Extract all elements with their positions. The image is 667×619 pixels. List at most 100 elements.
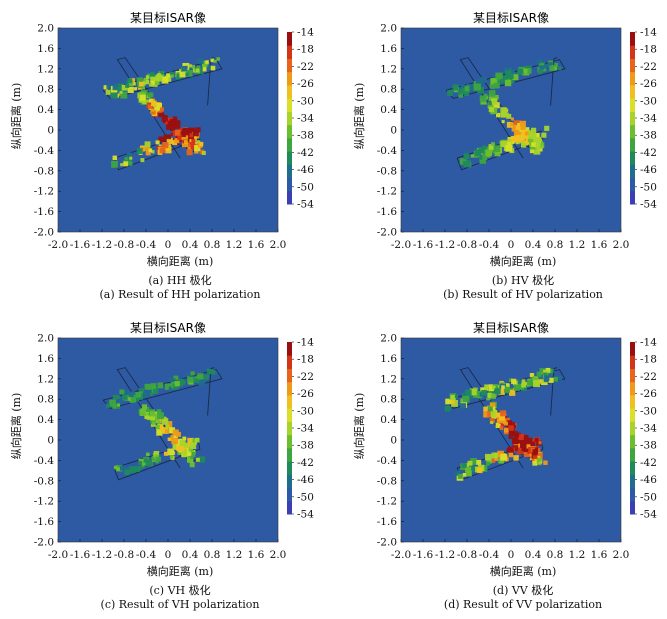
isar-panel-0: 某目标ISAR像2.01.61.20.80.40-0.4-0.8-1.2-1.6… [9,11,314,301]
return-cell [116,467,120,471]
colorbar-tick-label: -30 [640,95,657,107]
return-cell [520,434,524,438]
return-cell [202,67,207,72]
return-cell [462,160,468,166]
return-cell [190,371,195,376]
return-cell [513,425,517,429]
return-cell [119,389,125,395]
return-cell [174,380,180,387]
x-tick-label: 1.6 [248,239,265,251]
y-tick-label: 0 [390,435,397,447]
return-cell [128,391,134,398]
return-cell [485,453,492,461]
return-cell [138,388,145,394]
y-tick-label: 1.2 [37,63,54,75]
return-cell [198,456,206,463]
return-cell [171,437,178,445]
colorbar-tick-label: -42 [640,457,657,469]
return-cell [460,403,466,409]
return-cell [521,140,526,145]
colorbar-segment [630,177,635,192]
return-cell [164,383,172,390]
return-cell [473,83,481,91]
return-cell [127,86,134,93]
return-cell [543,375,550,382]
return-cell [525,437,533,445]
x-tick-label: -1.2 [435,549,455,561]
return-cell [539,368,546,375]
return-cell [155,74,163,82]
return-cell [105,89,111,95]
return-cell [535,142,541,148]
return-cell [532,375,539,382]
plot-frame [57,27,279,233]
return-cell [536,371,542,377]
return-cell [521,382,527,388]
plot-frame [400,337,622,543]
return-cell [493,145,501,152]
return-cell [534,437,539,442]
return-cell [544,125,550,131]
y-tick-label: -1.6 [34,206,55,218]
colorbar-tick-label: -22 [640,371,657,383]
return-cell [138,81,144,87]
return-cell [179,71,186,78]
return-cell [490,393,496,399]
y-tick-label: 0.4 [37,104,54,116]
return-cell [487,102,494,109]
return-cell [533,147,541,155]
return-cell [529,452,534,457]
return-cell [470,154,475,158]
return-cell [154,106,159,112]
return-cell [470,458,477,465]
return-cell [147,388,153,394]
colorbar-segment [287,71,292,86]
colorbar-tick-label: -22 [297,61,314,73]
return-cell [444,405,451,412]
return-cell [137,77,142,82]
return-cell [469,466,476,472]
return-cell [156,456,161,462]
return-cell [454,470,461,476]
x-tick-label: -0.4 [479,549,500,561]
return-cell [452,84,459,91]
colorbar-segment [287,190,292,205]
return-cell [155,459,159,464]
isar-panel-1: 某目标ISAR像2.01.61.20.80.40-0.4-0.8-1.2-1.6… [352,11,657,301]
return-cell [158,136,164,143]
return-cell [176,72,180,76]
y-tick-label: -1.6 [377,516,398,528]
return-cell [458,93,464,98]
y-tick-label: -2.0 [377,227,397,239]
return-cell [534,136,542,144]
colorbar-tick-label: -14 [640,27,657,39]
return-cell [496,77,501,81]
return-cell [178,378,185,385]
x-tick-label: 0 [165,549,172,561]
return-cell [524,381,529,387]
y-tick-label: -2.0 [377,537,397,549]
return-cell [159,107,165,112]
return-cell [103,85,108,90]
caption-en: (b) Result of HV polarization [443,288,603,301]
return-cell [194,144,201,152]
return-cell [121,84,128,91]
return-cell [172,116,178,121]
return-cell [532,460,538,466]
colorbar-tick-label: -46 [297,164,314,176]
y-tick-label: 2.0 [37,23,54,35]
return-cell [168,377,174,382]
colorbar-tick-label: -38 [640,130,657,142]
y-tick-label: 1.6 [380,353,397,365]
return-cell [491,452,498,459]
return-cell [481,389,487,396]
return-cell [144,458,148,463]
return-cell [169,71,175,78]
return-cell [155,140,160,145]
colorbar-segment [287,98,292,112]
return-cell [196,140,201,144]
return-cell [505,70,512,77]
return-cell [487,410,494,418]
return-cell [533,134,540,140]
